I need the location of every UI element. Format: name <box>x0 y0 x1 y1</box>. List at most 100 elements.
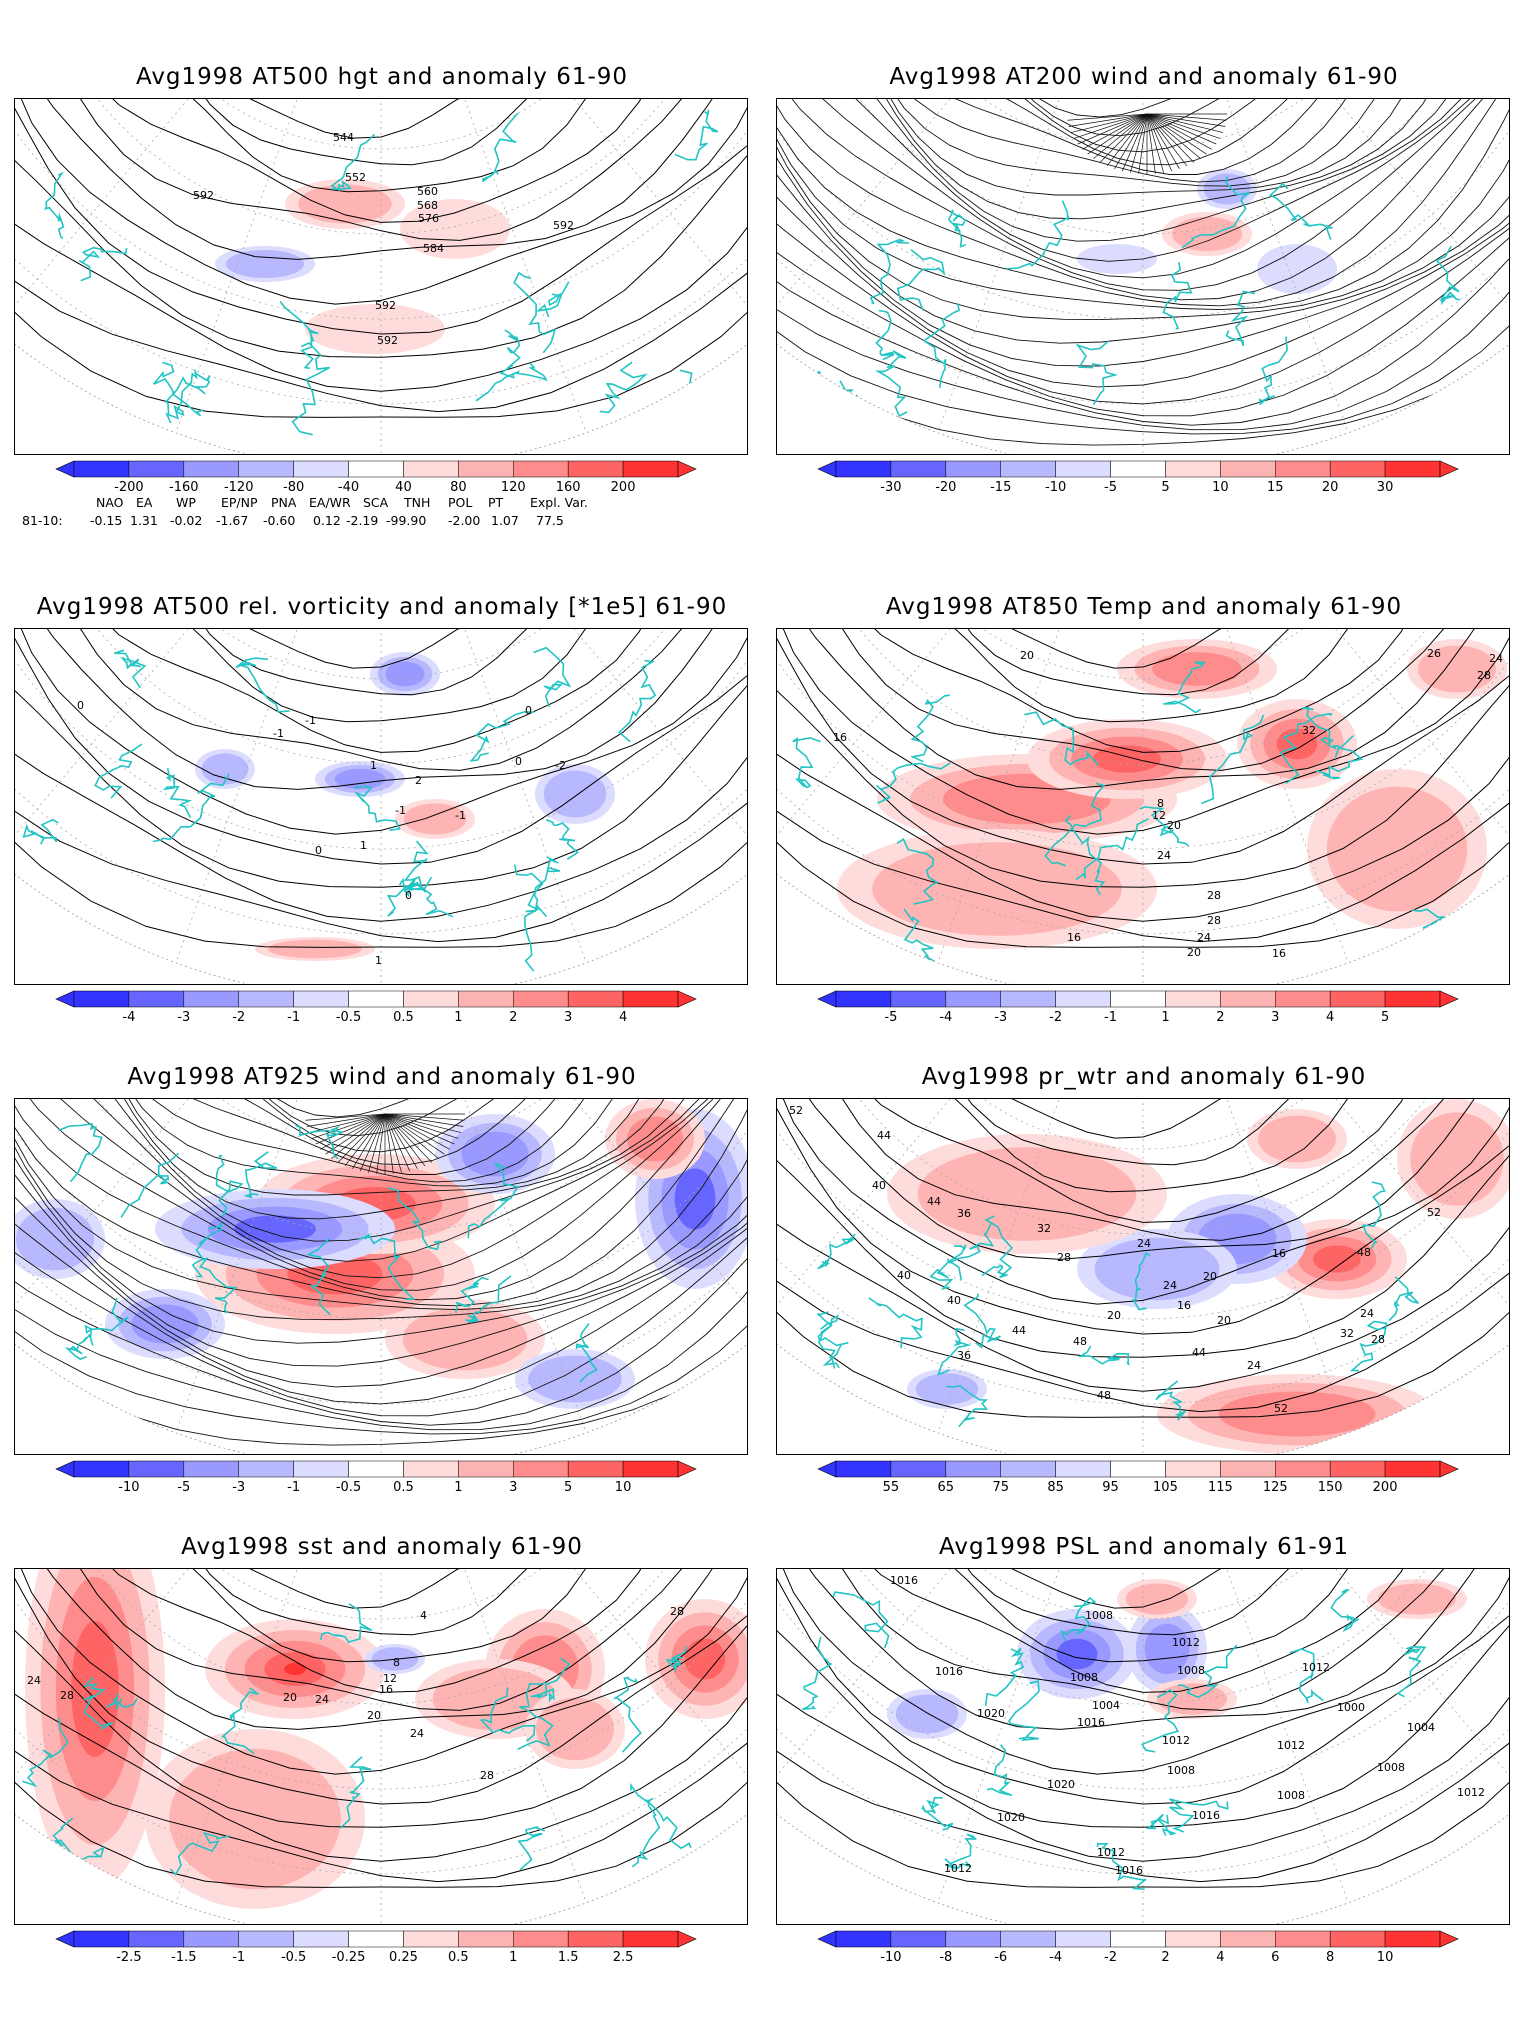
panel-title: Avg1998 AT500 rel. vorticity and anomaly… <box>36 594 728 620</box>
contour-label: 1016 <box>1115 1864 1143 1877</box>
coastline <box>199 1257 238 1314</box>
coastline <box>944 1833 977 1870</box>
streamline <box>331 1113 386 1159</box>
index-header: EA <box>136 495 153 510</box>
coastline <box>358 1233 416 1300</box>
contour-label: -1 <box>395 804 406 817</box>
coastline <box>165 369 198 424</box>
colorbar-tick-label: 15 <box>1266 480 1284 495</box>
colorbar-swatch <box>945 460 1001 478</box>
colorbar-swatch <box>513 460 569 478</box>
streamline <box>15 1099 747 1446</box>
map-plot-area: 24 28 4 8 12 16 20 24 20 24 28 28 <box>14 1568 748 1925</box>
streamline <box>96 1099 688 1175</box>
contour-label: -1 <box>273 727 284 740</box>
coastline <box>618 659 657 743</box>
contour-label: 20 <box>1167 819 1181 832</box>
colorbar-tick-label: 200 <box>1372 1480 1398 1495</box>
contour-label: 28 <box>1477 669 1491 682</box>
colorbar <box>817 1930 1459 1948</box>
index-value: -1.67 <box>216 513 249 528</box>
contour-label: 20 <box>1020 649 1034 662</box>
colorbar-swatch <box>238 460 294 478</box>
colorbar-swatch <box>1329 460 1386 478</box>
contour-line <box>793 1569 1497 1693</box>
coastline <box>1225 290 1256 347</box>
streamline <box>777 99 1509 279</box>
coastline <box>984 1647 1024 1706</box>
contour-label: 40 <box>947 1294 961 1307</box>
colorbar-tick-label: 80 <box>450 480 467 495</box>
coastline <box>817 1314 839 1369</box>
colorbar-arrow-high <box>677 460 697 478</box>
contour-label: 4 <box>420 1609 427 1622</box>
contour-label: 32 <box>1340 1327 1354 1340</box>
panel-title: Avg1998 AT925 wind and anomaly 61-90 <box>127 1064 637 1090</box>
longitude-gridline <box>380 1569 747 1799</box>
coastline <box>869 238 910 305</box>
contour-line <box>777 1569 1509 1730</box>
anomaly-shade-positive <box>917 1147 1137 1241</box>
colorbar-swatch <box>293 460 349 478</box>
coastline <box>533 646 572 708</box>
map-panel-p8: Avg1998 PSL and anomaly 61-91 1016 1008 101… <box>776 1470 1512 2030</box>
colorbar-tick-label: 2.5 <box>612 1950 634 1965</box>
coastline <box>981 1215 1014 1279</box>
contour-label: 44 <box>1192 1346 1206 1359</box>
streamline <box>384 1113 465 1121</box>
streamline <box>368 1113 386 1173</box>
colorbar-tick-label: -1 <box>1104 1010 1118 1025</box>
streamline <box>100 1099 673 1166</box>
streamline <box>1146 113 1207 155</box>
colorbar-arrow-low <box>55 1930 75 1948</box>
coastline <box>875 762 951 804</box>
map-plot-area: 20 16 24 26 28 8 12 32 20 24 28 28 24 20 16 16 <box>776 628 1510 985</box>
contour-label: 16 <box>1272 1247 1286 1260</box>
teleconnection-index-table: NAO EA WP EP/NP PNA EA/WR SCA TNH POL PT Expl. Var… <box>14 495 734 535</box>
colorbar-swatch <box>1000 460 1056 478</box>
coastline <box>469 710 534 762</box>
streamline <box>1146 113 1201 159</box>
contour-label: 24 <box>315 1693 329 1706</box>
streamline <box>15 1099 747 1388</box>
anomaly-shade-positive <box>1171 216 1243 252</box>
contour-line <box>15 629 747 922</box>
coastline <box>817 1233 856 1270</box>
anomaly-shade-negative <box>895 1694 959 1734</box>
streamline <box>1077 113 1148 145</box>
streamline <box>1093 113 1148 159</box>
colorbar-swatch <box>1110 460 1166 478</box>
colorbar-tick-label: -0.5 <box>280 1950 307 1965</box>
colorbar-tick-label: -3 <box>994 1010 1008 1025</box>
colorbar-arrow-high <box>677 1930 697 1948</box>
contour-label: 28 <box>1057 1251 1071 1264</box>
index-header: Expl. Var. <box>530 495 588 510</box>
streamline <box>384 1113 445 1155</box>
colorbar-tick-label: -5 <box>884 1010 898 1025</box>
longitude-gridline <box>937 99 1144 433</box>
contour-line <box>59 1569 711 1663</box>
colorbar-tick-label: 160 <box>555 480 581 495</box>
contour-line <box>15 99 747 392</box>
contour-label: 560 <box>417 185 438 198</box>
contour-label: 544 <box>333 131 354 144</box>
coastline <box>291 342 330 436</box>
contour-line <box>777 1099 1500 1241</box>
coastline <box>43 171 65 240</box>
longitude-gridline <box>1142 1569 1509 1799</box>
panel-title: Avg1998 pr_wtr and anomaly 61-90 <box>921 1064 1367 1090</box>
streamline <box>384 1113 464 1127</box>
longitude-gridline <box>777 1099 1144 1329</box>
colorbar-tick-label: 150 <box>1317 1480 1343 1495</box>
coastline <box>1131 1251 1151 1311</box>
anomaly-shade-negative <box>1144 1623 1190 1675</box>
streamline <box>777 99 1509 367</box>
anomaly-shade-negative <box>1056 1638 1098 1670</box>
contour-label: 1016 <box>1192 1809 1220 1822</box>
coastline <box>244 1151 278 1199</box>
streamline <box>867 99 1415 153</box>
coastline <box>1005 200 1070 270</box>
anomaly-shade-positive <box>1125 1583 1189 1615</box>
coastline <box>386 876 433 917</box>
colorbar-swatch <box>348 460 404 478</box>
